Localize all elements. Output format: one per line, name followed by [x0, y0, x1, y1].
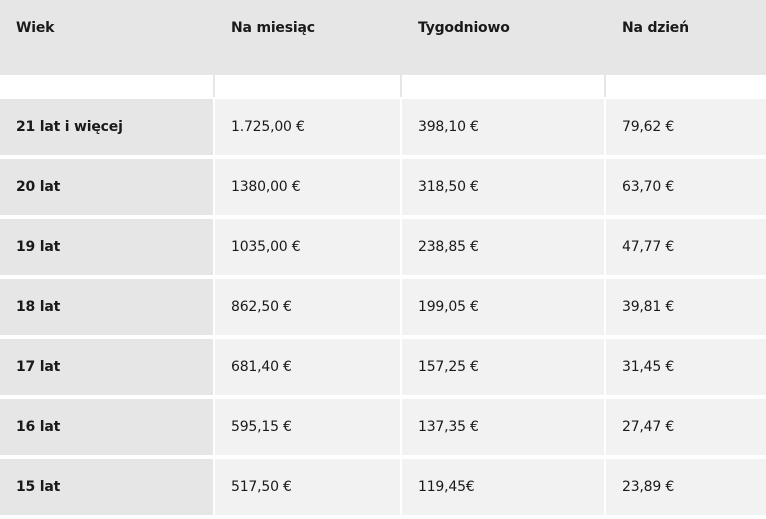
column-divider: [604, 339, 606, 399]
column-divider: [213, 99, 215, 159]
row-weekly-cell: 318,50 €: [402, 159, 604, 217]
column-divider: [604, 399, 606, 459]
row-daily-cell: 47,77 €: [606, 219, 766, 277]
column-divider: [213, 339, 215, 399]
row-age-cell: 17 lat: [0, 339, 213, 397]
column-divider: [213, 399, 215, 459]
row-age-cell: 16 lat: [0, 399, 213, 457]
header-weekly: Tygodniowo: [402, 0, 604, 77]
row-age-cell: 15 lat: [0, 459, 213, 517]
column-divider: [213, 279, 215, 339]
row-weekly-cell: 238,85 €: [402, 219, 604, 277]
column-divider: [604, 219, 606, 279]
row-weekly-cell: 199,05 €: [402, 279, 604, 337]
row-monthly-cell: 1380,00 €: [215, 159, 400, 217]
row-monthly-cell: 517,50 €: [215, 459, 400, 517]
row-daily-cell: 31,45 €: [606, 339, 766, 397]
column-divider: [604, 159, 606, 219]
header-daily: Na dzień: [606, 0, 766, 77]
row-weekly-cell: 157,25 €: [402, 339, 604, 397]
column-divider: [400, 339, 402, 399]
row-monthly-cell: 595,15 €: [215, 399, 400, 457]
column-divider: [213, 0, 215, 99]
column-divider: [213, 219, 215, 279]
row-monthly-cell: 1035,00 €: [215, 219, 400, 277]
row-age-cell: 18 lat: [0, 279, 213, 337]
row-monthly-cell: 681,40 €: [215, 339, 400, 397]
column-divider: [213, 159, 215, 219]
row-daily-cell: 39,81 €: [606, 279, 766, 337]
row-weekly-cell: 137,35 €: [402, 399, 604, 457]
row-daily-cell: 27,47 €: [606, 399, 766, 457]
row-daily-cell: 79,62 €: [606, 99, 766, 157]
column-divider: [604, 99, 606, 159]
row-weekly-cell: 119,45€: [402, 459, 604, 517]
column-divider: [604, 279, 606, 339]
row-daily-cell: 63,70 €: [606, 159, 766, 217]
row-monthly-cell: 862,50 €: [215, 279, 400, 337]
column-divider: [604, 0, 606, 99]
row-age-cell: 20 lat: [0, 159, 213, 217]
row-daily-cell: 23,89 €: [606, 459, 766, 517]
header-monthly: Na miesiąc: [215, 0, 400, 77]
column-divider: [400, 0, 402, 99]
column-divider: [400, 219, 402, 279]
header-age: Wiek: [0, 0, 213, 77]
column-divider: [400, 399, 402, 459]
column-divider: [400, 159, 402, 219]
row-weekly-cell: 398,10 €: [402, 99, 604, 157]
column-divider: [400, 279, 402, 339]
row-monthly-cell: 1.725,00 €: [215, 99, 400, 157]
column-divider: [400, 99, 402, 159]
row-age-cell: 19 lat: [0, 219, 213, 277]
row-age-cell: 21 lat i więcej: [0, 99, 213, 157]
